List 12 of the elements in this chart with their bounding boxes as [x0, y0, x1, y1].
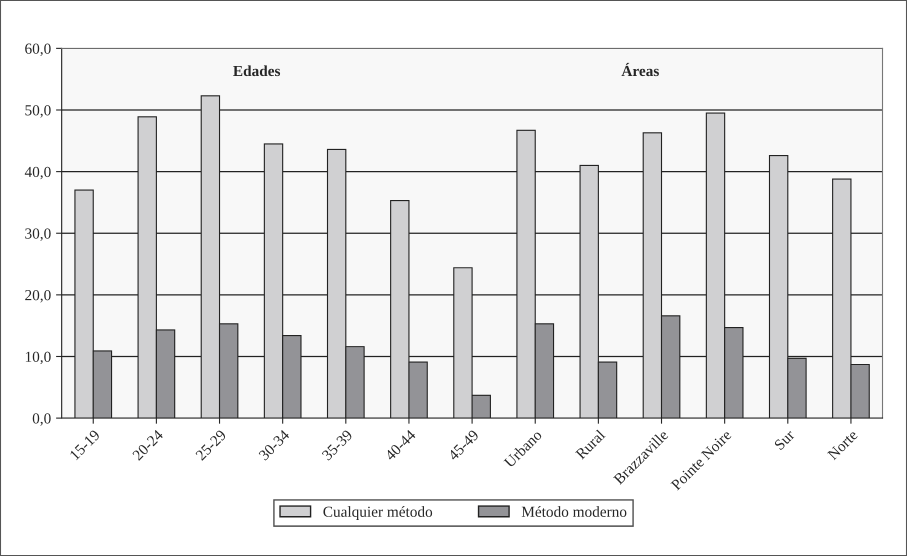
y-tick-label: 0,0	[32, 413, 51, 426]
y-tick-label: 40,0	[24, 166, 51, 180]
annotation: Edades	[233, 65, 280, 76]
y-tick-label: 10,0	[26, 352, 51, 364]
y-tick-label: 50,0	[25, 105, 51, 118]
annotation: Áreas	[622, 62, 659, 76]
y-tick-label: 30,0	[25, 228, 51, 241]
legend-label: Método moderno	[522, 506, 626, 517]
x-tick-label: Sur	[774, 428, 796, 450]
y-tick-label: 60,0	[25, 44, 51, 56]
legend-label: Cualquier método	[323, 506, 432, 520]
y-tick-label: 20,0	[25, 290, 51, 303]
